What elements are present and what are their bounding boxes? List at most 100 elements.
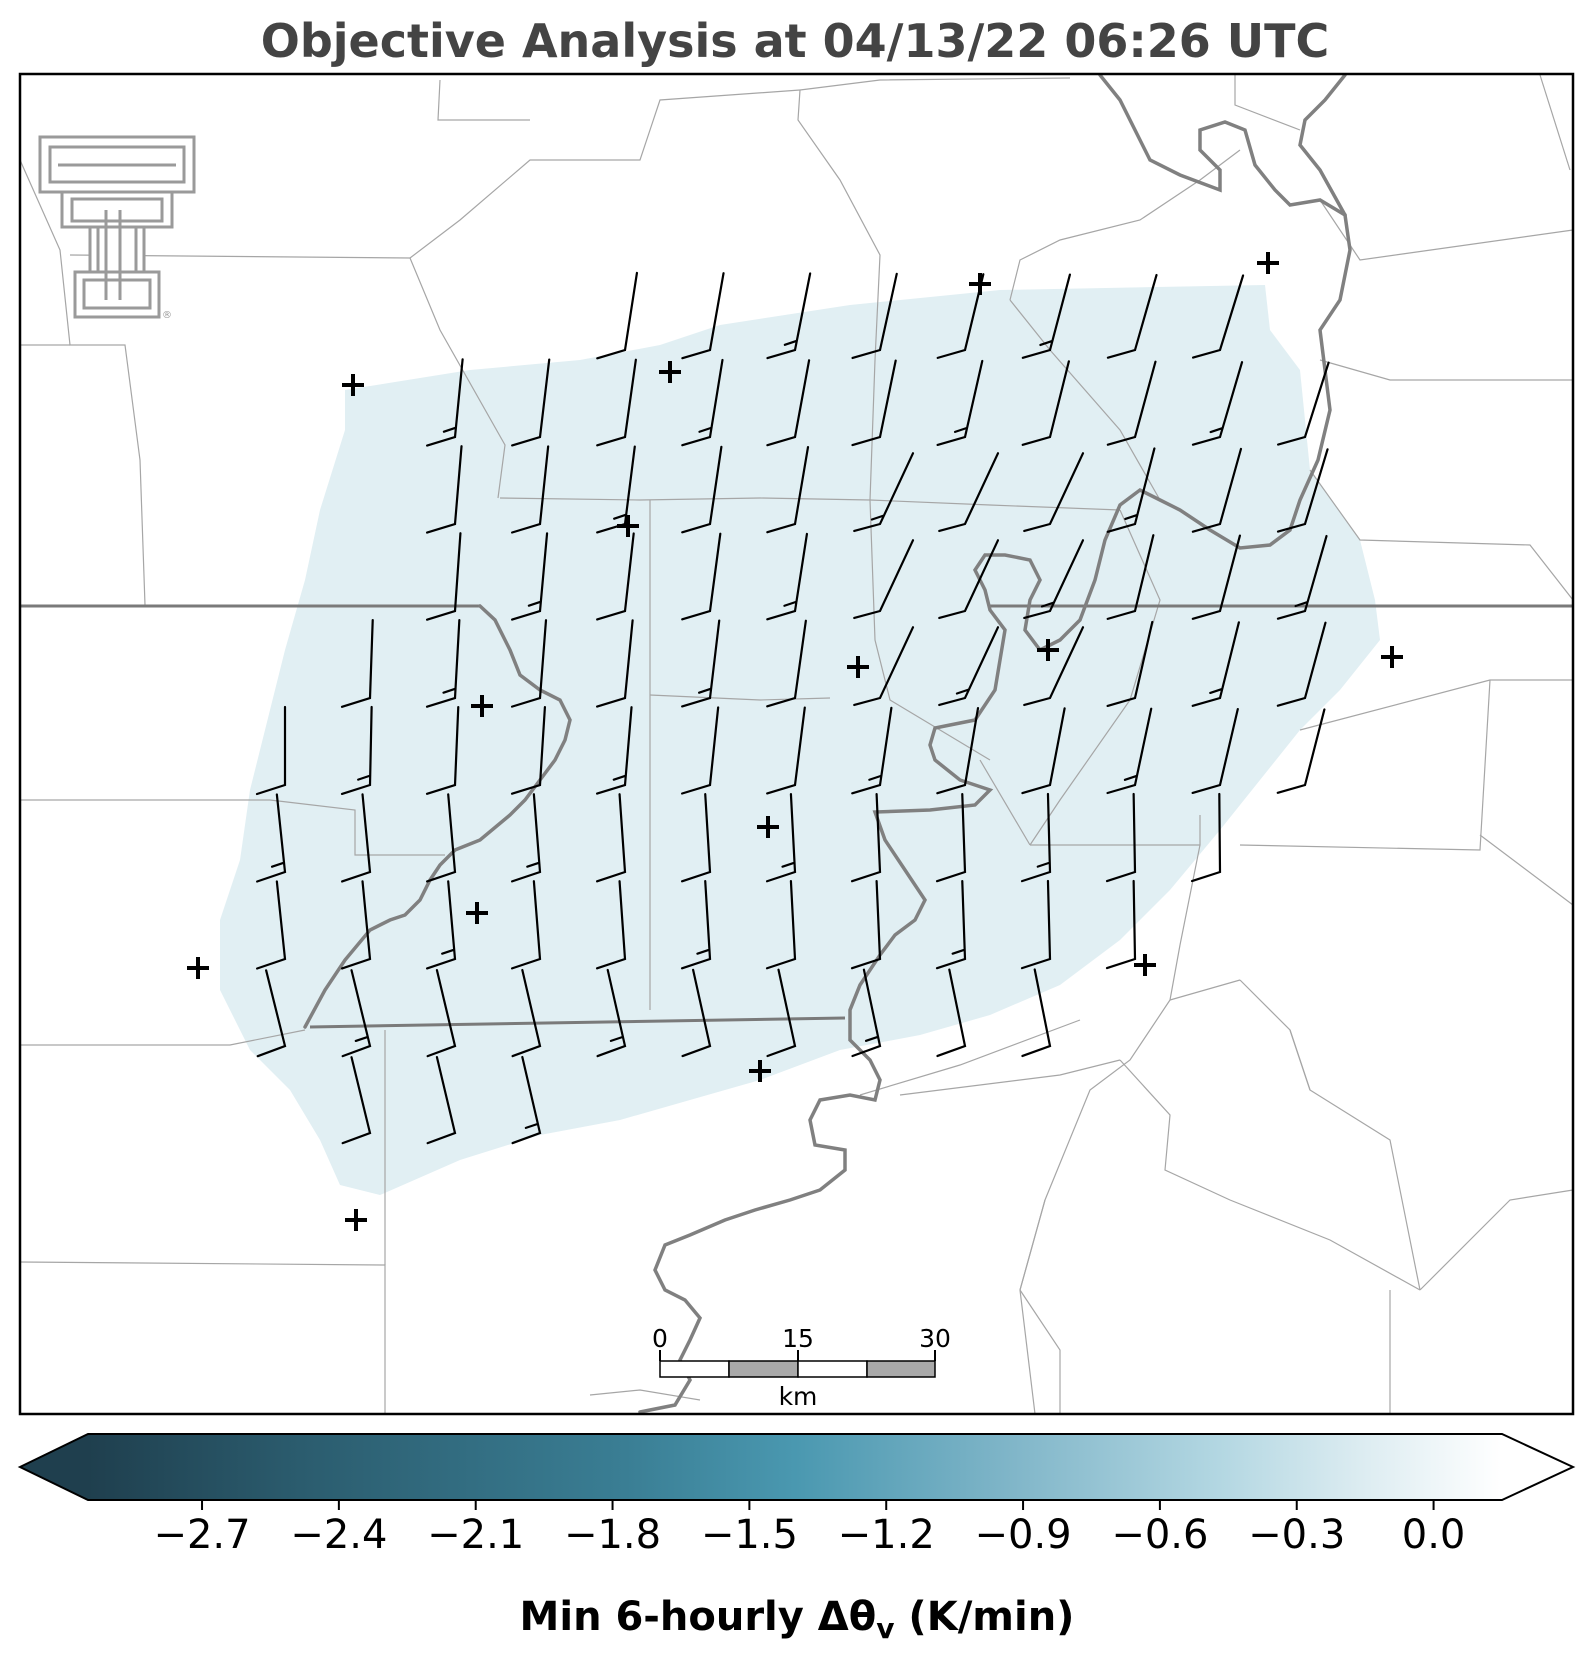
colorbar-label-main: Min 6-hourly Δθ [520,1594,877,1640]
wind-barb [935,792,967,883]
wind-barb [341,1056,372,1145]
wind-barb [256,793,287,883]
wind-barb [1105,792,1137,883]
wind-barb [765,880,797,970]
colorbar-tick-label: −1.5 [701,1512,798,1558]
wind-barb [936,706,980,795]
wind-barb [340,705,373,795]
station-marker [466,902,488,924]
colorbar-tick-label: 0.0 [1402,1512,1466,1558]
wind-barb [511,445,550,534]
colorbar-tick-label: −2.4 [290,1512,387,1558]
station-marker [1257,252,1279,274]
wind-barb [681,968,712,1058]
station-marker [659,361,681,383]
wind-barb [511,968,542,1058]
wind-barb [936,273,985,359]
station-marker [187,957,209,979]
wind-barb [1023,452,1085,533]
wind-barb [938,452,1000,533]
wind-barb [851,272,898,360]
station-marker [342,374,364,396]
wind-barb [766,445,810,534]
wind-barbs [255,271,1330,1145]
wind-barb [1106,620,1154,708]
wind-barb [511,358,551,447]
wind-barb [426,969,457,1058]
wind-barb [853,626,915,707]
wind-barb [1023,539,1085,620]
wind-barb [853,452,915,533]
colorbar-tick-label: −2.1 [427,1512,524,1558]
wind-barb [1106,534,1155,620]
station-marker [345,1209,367,1231]
wind-barb [766,706,806,795]
station-marker [1134,954,1156,976]
wind-barb [1191,274,1245,359]
station-marker [749,1060,771,1082]
wind-barb [425,705,460,795]
wind-barb [1021,273,1072,359]
wind-barb [765,793,797,883]
wind-barb [935,879,967,970]
wind-barb [680,793,712,883]
wind-barb [255,705,287,796]
wind-barb [256,969,287,1058]
colorbar-ticks: −2.7 −2.4 −2.1 −1.8 −1.5 −1.2 −0.9 −0.6 −0.3 0.0 [153,1500,1465,1558]
wind-barb [1020,792,1052,883]
wind-barb [595,880,627,970]
wind-barb [936,968,967,1058]
wind-barb [596,619,634,708]
station-marker [969,273,991,295]
wind-barb [341,793,372,883]
wind-barb [596,968,627,1058]
wind-barb [766,619,807,708]
wind-barb [596,532,635,621]
wind-barb [766,272,812,360]
wind-barb [681,358,724,447]
texas-tech-double-t-logo: ® [38,135,196,321]
wind-barb [766,532,809,621]
wind-barb [425,532,462,621]
wind-barb [1191,621,1240,707]
wind-barb [1276,448,1329,533]
wind-barb [936,359,984,447]
wind-barb [426,358,464,447]
wind-barb [1276,621,1327,707]
wind-barb [1106,447,1156,533]
colorbar-tick-label: −1.8 [564,1512,661,1558]
station-markers [187,252,1403,1231]
colorbar-label: Min 6-hourly Δθv (K/min) [520,1594,1075,1645]
colorbar-tick-label: −1.2 [838,1512,935,1558]
wind-barb [341,880,372,970]
rivers [303,74,1352,1414]
wind-barb [1106,707,1153,795]
plot-title: Objective Analysis at 04/13/22 06:26 UTC [261,14,1330,68]
wind-barb [938,626,1000,707]
wind-barb [1021,968,1052,1058]
wind-barb [851,359,897,447]
state-boundaries [20,604,1573,1029]
wind-barb [510,619,548,708]
wind-barb [681,272,725,360]
scale-label-15: 15 [782,1324,814,1353]
wind-barb [1023,626,1085,707]
wind-barb [851,706,893,795]
wind-barb [425,619,461,708]
station-marker [1037,639,1059,661]
colorbar-label-units: (K/min) [894,1594,1074,1640]
wind-barb [425,793,457,883]
scale-unit: km [779,1382,818,1411]
station-marker [1381,646,1403,668]
wind-barb [510,706,546,795]
wind-barb [681,532,722,621]
wind-barb [1191,361,1244,446]
logo-registered-mark: ® [162,310,172,321]
wind-barb [681,706,720,795]
wind-barb [426,1056,457,1145]
wind-barb [850,792,882,883]
wind-barb [1105,879,1137,970]
wind-barb [510,793,542,883]
wind-barb [680,880,712,970]
wind-barb [938,539,1000,620]
